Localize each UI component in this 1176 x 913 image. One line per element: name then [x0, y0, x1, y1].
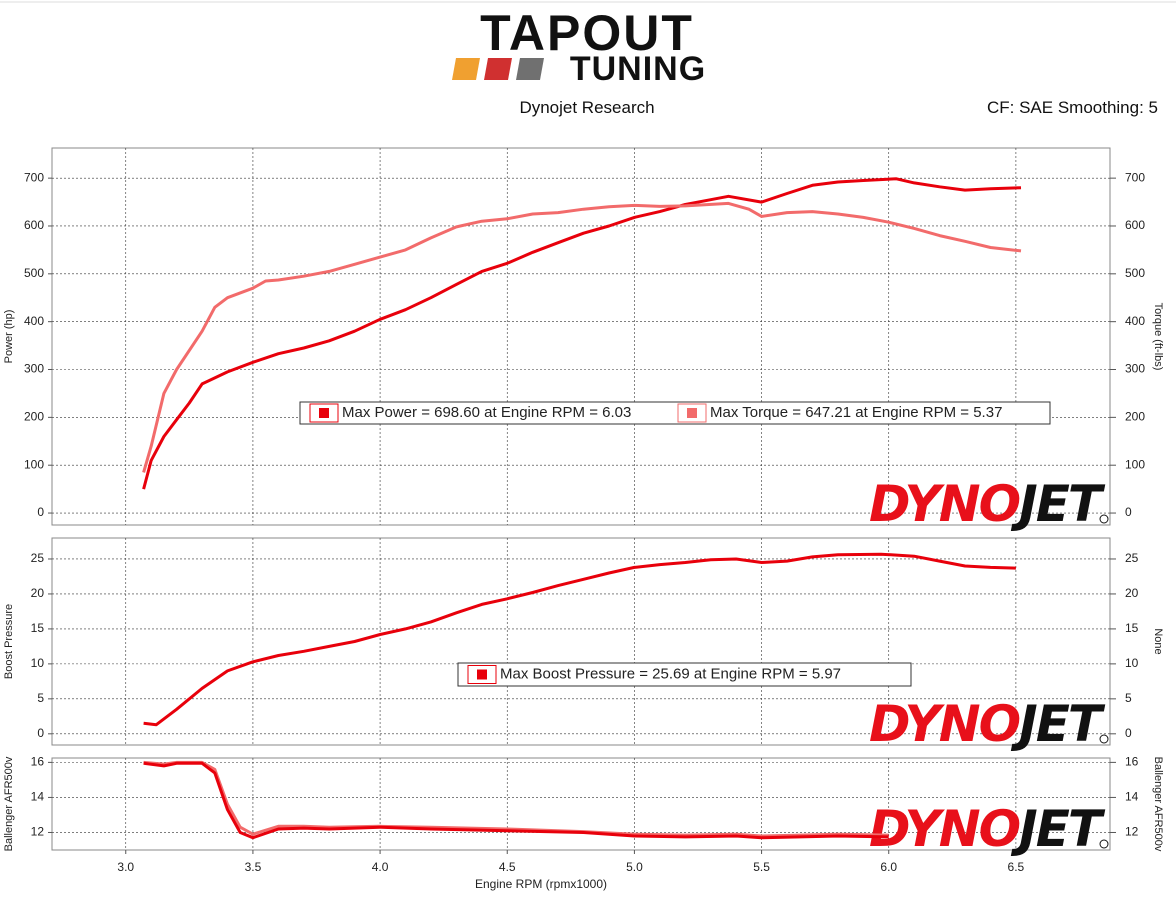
- y-tick-label: 14: [31, 790, 45, 804]
- settings: CF: SAE Smoothing: 5: [987, 98, 1158, 117]
- y2-axis-label: Ballenger AFR500v: [1152, 757, 1164, 852]
- watermark-black: JET: [1010, 800, 1106, 858]
- watermark: DYNOJET: [869, 475, 1106, 533]
- y-tick-label: 0: [37, 505, 44, 519]
- y2-tick-label: 700: [1125, 170, 1145, 184]
- legend-swatch: [687, 408, 697, 418]
- y2-tick-label: 5: [1125, 691, 1132, 705]
- x-tick-label: 6.5: [1008, 860, 1025, 874]
- y2-tick-label: 10: [1125, 656, 1139, 670]
- y-axis-label: Boost Pressure: [3, 604, 15, 679]
- registered-mark: [1099, 514, 1109, 524]
- watermark-black: JET: [1010, 475, 1106, 533]
- x-tick-label: 5.0: [626, 860, 643, 874]
- y-tick-label: 15: [31, 621, 45, 635]
- y-axis-label: Power (hp): [3, 310, 15, 364]
- legend-label: Max Torque = 647.21 at Engine RPM = 5.37: [710, 404, 1002, 421]
- y2-tick-label: 20: [1125, 586, 1139, 600]
- y-tick-label: 100: [24, 457, 44, 471]
- plot-area: [51, 147, 1111, 526]
- series-line: [143, 761, 889, 840]
- y-tick-label: 16: [31, 755, 45, 769]
- watermark-red: DYNO: [869, 475, 1020, 533]
- x-tick-label: 4.0: [372, 860, 389, 874]
- y-tick-label: 5: [37, 691, 44, 705]
- plot-area: [51, 537, 1111, 746]
- legend-swatch: [319, 408, 329, 418]
- legend-box: [457, 662, 912, 687]
- x-axis-label: Engine RPM (rpmx1000): [475, 877, 607, 891]
- y2-tick-label: 0: [1125, 505, 1132, 519]
- series-line: [142, 201, 1022, 473]
- logo-bar: [516, 58, 544, 80]
- y2-tick-label: 15: [1125, 621, 1139, 635]
- y2-tick-label: 500: [1125, 266, 1145, 280]
- y2-tick-label: 0: [1125, 726, 1132, 740]
- series-line: [142, 177, 1022, 490]
- y2-tick-label: 600: [1125, 218, 1145, 232]
- y2-tick-label: 300: [1125, 362, 1145, 376]
- watermark-red: DYNO: [869, 695, 1020, 753]
- x-tick-label: 5.5: [753, 860, 770, 874]
- logo-top: TAPOUT: [480, 5, 694, 61]
- y-tick-label: 400: [24, 314, 44, 328]
- y2-tick-label: 200: [1125, 410, 1145, 424]
- y-tick-label: 700: [24, 170, 44, 184]
- y-tick-label: 0: [37, 726, 44, 740]
- y2-tick-label: 16: [1125, 755, 1139, 769]
- legend-label: Max Power = 698.60 at Engine RPM = 6.03: [342, 404, 631, 421]
- x-tick-label: 4.5: [499, 860, 516, 874]
- legend-swatch: [477, 669, 487, 680]
- y2-tick-label: 100: [1125, 457, 1145, 471]
- watermark: DYNOJET: [869, 695, 1106, 753]
- x-tick-label: 3.0: [117, 860, 134, 874]
- y-tick-label: 200: [24, 410, 44, 424]
- x-tick-label: 3.5: [245, 860, 262, 874]
- logo-bottom: TUNING: [570, 50, 706, 88]
- watermark-red: DYNO: [869, 800, 1020, 858]
- watermark: DYNOJET: [869, 800, 1106, 858]
- y2-tick-label: 25: [1125, 551, 1139, 565]
- logo: TAPOUT TUNING: [452, 5, 706, 88]
- x-tick-label: 6.0: [880, 860, 897, 874]
- y-tick-label: 20: [31, 586, 45, 600]
- legend-label: Max Boost Pressure = 25.69 at Engine RPM…: [500, 665, 841, 682]
- y-tick-label: 500: [24, 266, 44, 280]
- logo-bar: [452, 58, 480, 80]
- watermark-black: JET: [1010, 695, 1106, 753]
- y-tick-label: 600: [24, 218, 44, 232]
- y2-axis-label: None: [1152, 628, 1164, 654]
- y-tick-label: 25: [31, 551, 45, 565]
- y2-tick-label: 400: [1125, 314, 1145, 328]
- subtitle: Dynojet Research: [519, 98, 654, 117]
- logo-bar: [484, 58, 512, 80]
- legend-box: [299, 401, 1051, 425]
- y2-tick-label: 14: [1125, 790, 1139, 804]
- y2-tick-label: 12: [1125, 825, 1139, 839]
- registered-mark: [1099, 734, 1109, 744]
- y-tick-label: 10: [31, 656, 45, 670]
- registered-mark: [1099, 839, 1109, 849]
- y-tick-label: 300: [24, 362, 44, 376]
- y-axis-label: Ballenger AFR500v: [3, 756, 15, 851]
- series-line: [143, 552, 1016, 727]
- y-tick-label: 12: [31, 825, 45, 839]
- y2-axis-label: Torque (ft-lbs): [1152, 303, 1164, 371]
